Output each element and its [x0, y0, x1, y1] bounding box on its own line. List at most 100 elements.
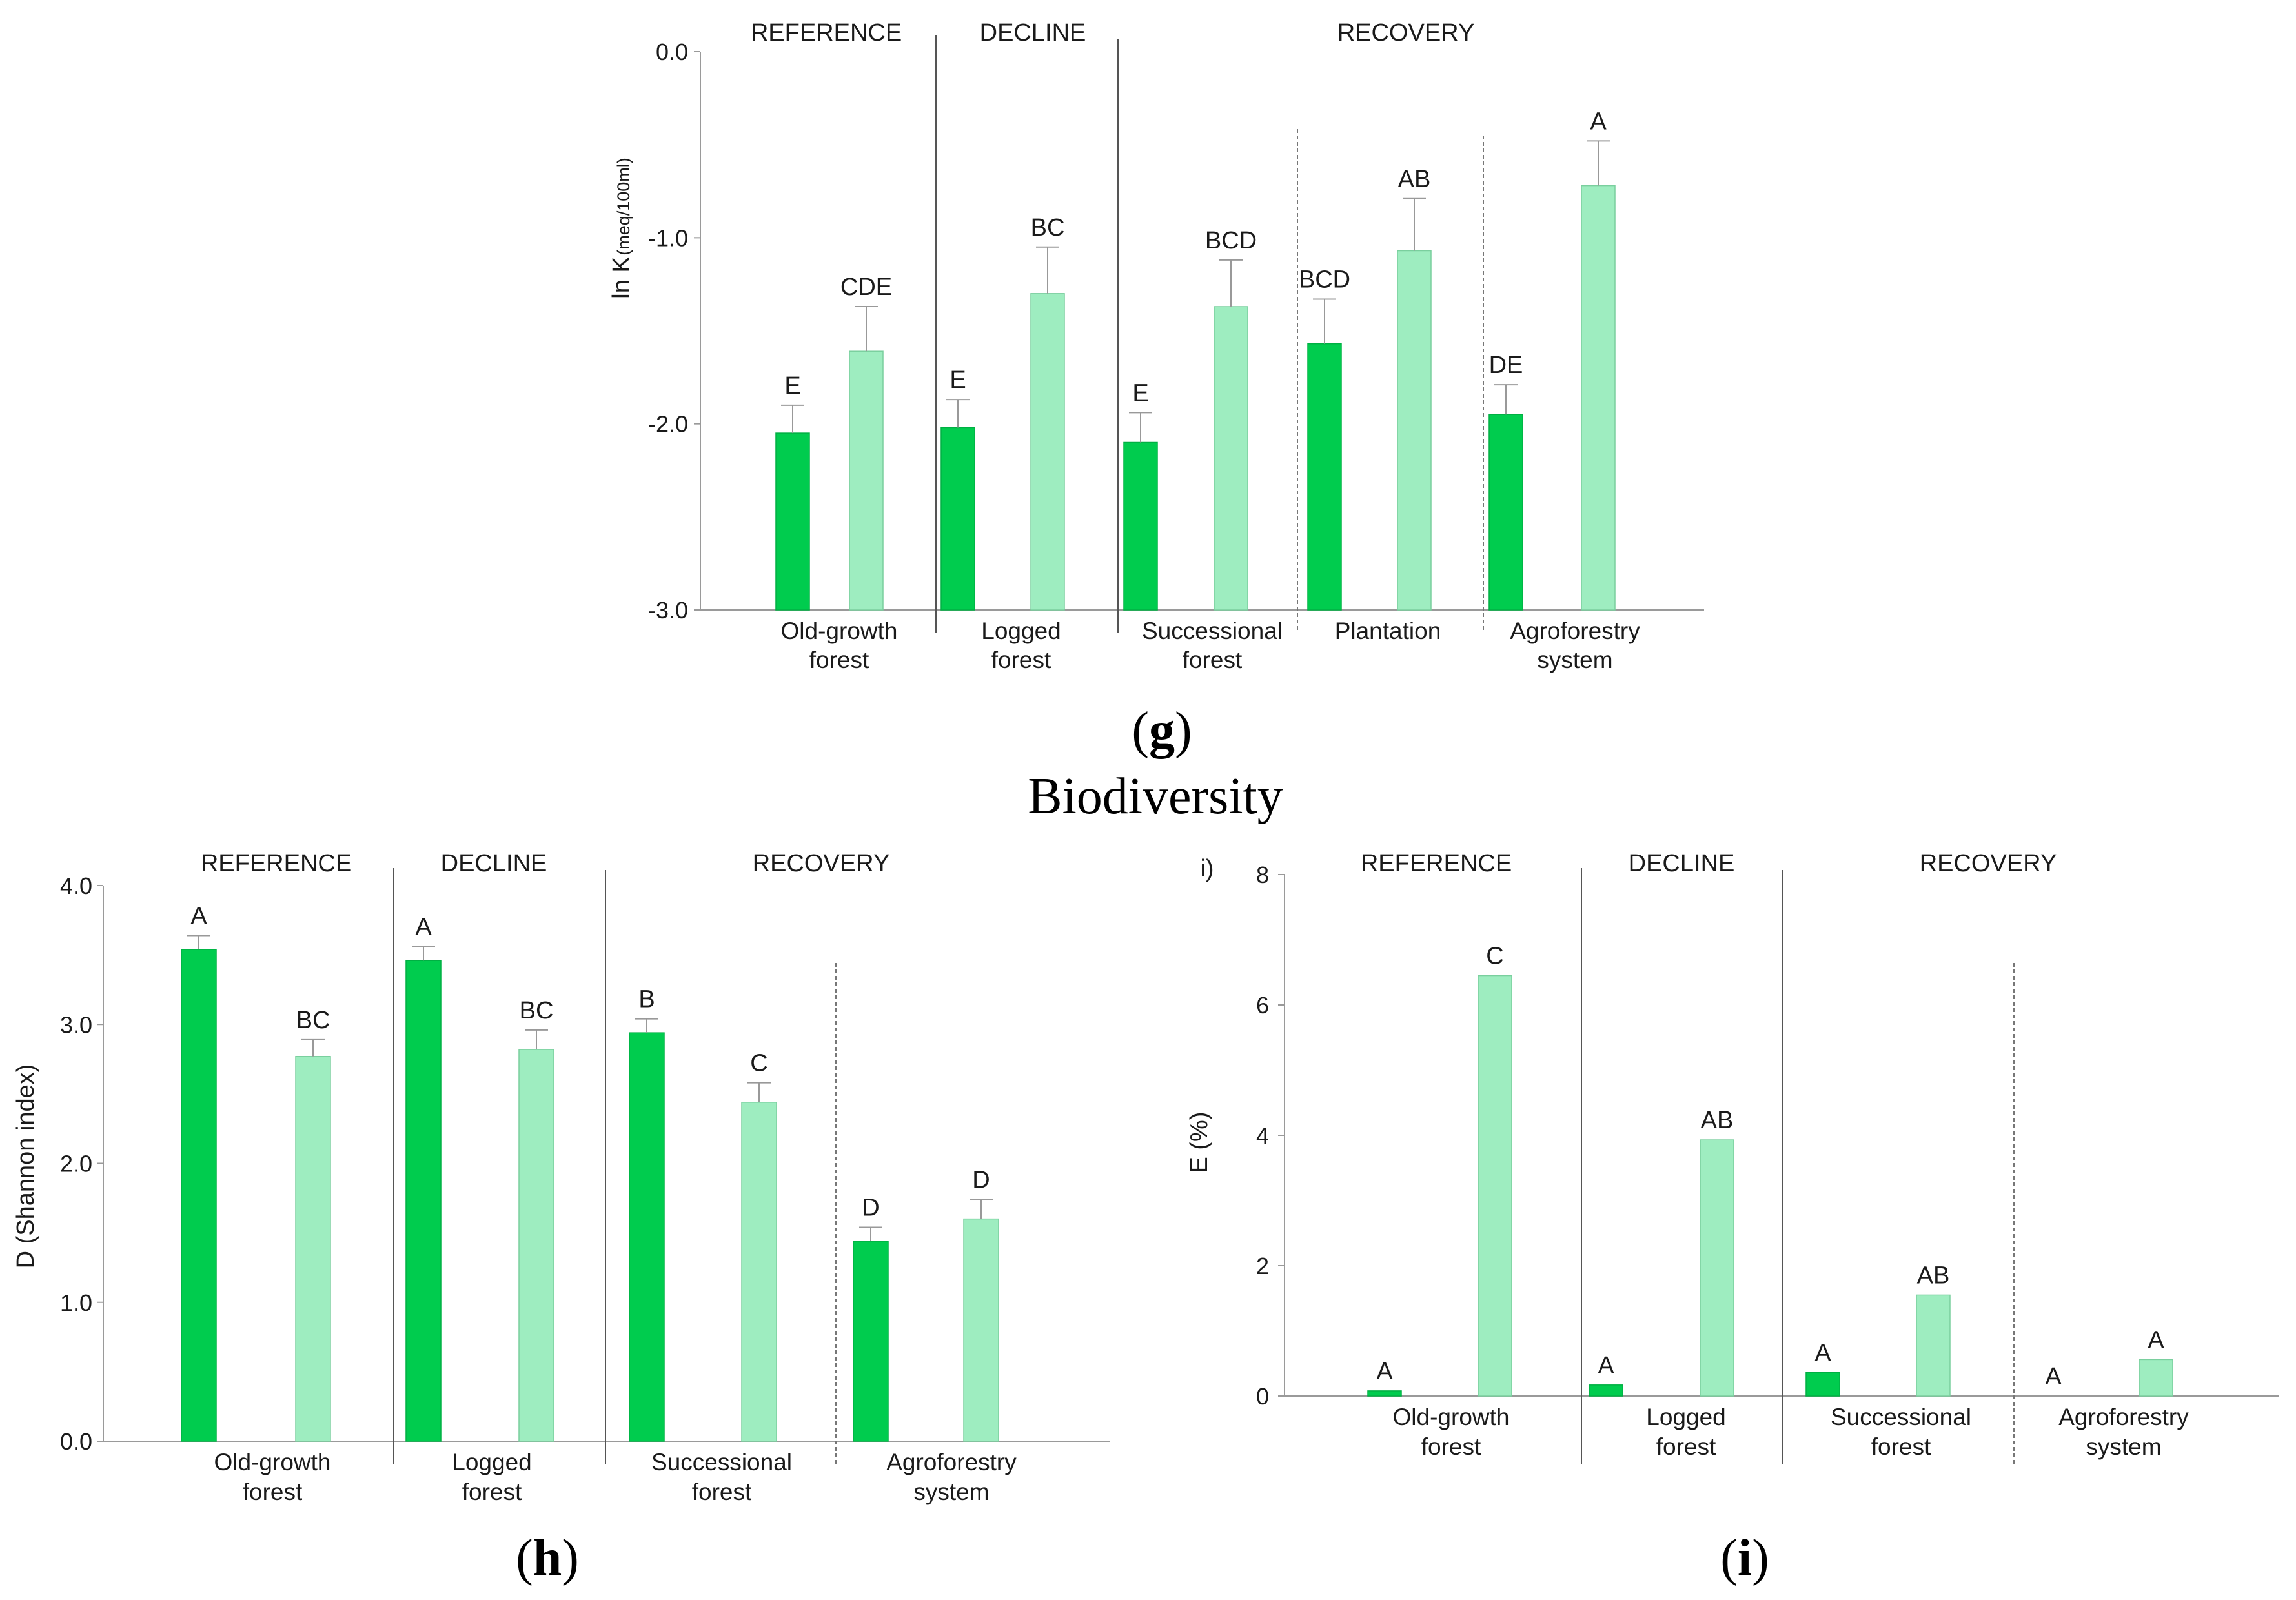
x-category-label: Old-growth: [214, 1449, 331, 1475]
bar-light-3: [963, 1218, 999, 1442]
x-category-label: forest: [243, 1479, 303, 1505]
y-axis-label: E (%): [1186, 1112, 1213, 1173]
y-tick-label: -3.0: [648, 597, 688, 623]
bar-light-0: [1478, 975, 1512, 1397]
group-header-reference: REFERENCE: [751, 19, 902, 46]
bar-light-0: [295, 1056, 331, 1442]
bar-dark-1: [940, 427, 975, 611]
significance-letter: A: [2045, 1363, 2062, 1390]
section-title: Biodiversity: [1028, 768, 1283, 825]
panel-label-close: ): [1752, 1530, 1769, 1586]
significance-letter: A: [2148, 1326, 2164, 1353]
significance-letter: A: [1598, 1352, 1614, 1379]
x-category-label: Plantation: [1335, 618, 1441, 644]
y-tick-label: 0.0: [656, 39, 688, 65]
group-header-decline: DECLINE: [441, 850, 547, 877]
bar-light-2: [1214, 306, 1248, 611]
significance-letter: E: [950, 367, 966, 394]
x-category-label: Successional: [1142, 618, 1283, 644]
significance-letter: D: [862, 1195, 879, 1222]
panel-label-g: (g): [1132, 702, 1192, 759]
bar-dark-0: [181, 949, 217, 1442]
y-tick-label: 0: [1256, 1383, 1269, 1410]
group-header-recovery: RECOVERY: [753, 850, 890, 877]
chart-panel-g: 0.0 -1.0 -2.0 -3.0 ln K(meq/100ml) REFERENCE D…: [608, 19, 1704, 759]
x-category-label: Old-growth: [1393, 1404, 1510, 1430]
significance-letter: BCD: [1299, 266, 1350, 293]
y-tick-label: 4: [1256, 1122, 1269, 1149]
group-header-recovery: RECOVERY: [1920, 850, 2057, 877]
bar-light-2: [741, 1102, 777, 1442]
y-axis-label: D (Shannon index): [12, 1064, 39, 1269]
group-header-reference: REFERENCE: [201, 850, 352, 877]
y-tick-label: 3.0: [60, 1011, 92, 1038]
panel-label-letter: h: [533, 1530, 562, 1586]
bar-dark-3: [1307, 343, 1342, 611]
y-tick-label: -1.0: [648, 225, 688, 251]
x-category-label: forest: [1421, 1433, 1481, 1460]
bar-light-1: [1700, 1139, 1734, 1397]
y-tick-label: -2.0: [648, 411, 688, 438]
x-category-label: Agroforestry: [886, 1449, 1017, 1475]
bar-dark-1: [1589, 1384, 1623, 1397]
panel-label-h: (h): [516, 1530, 579, 1586]
significance-letter: AB: [1701, 1107, 1734, 1134]
panel-label-close: ): [562, 1530, 579, 1586]
chart-panel-h: 0.0 1.0 2.0 3.0 4.0 D (Shannon index) REFERENC…: [12, 850, 1110, 1586]
significance-letter: C: [1486, 943, 1503, 970]
bar-light-0: [849, 350, 884, 611]
bar-dark-2: [629, 1032, 665, 1442]
significance-letter: B: [638, 986, 655, 1013]
x-category-label: forest: [1183, 647, 1243, 673]
y-tick-label: 4.0: [60, 873, 92, 899]
x-category-label: Agroforestry: [1510, 618, 1640, 644]
panel-label-open: (: [1132, 702, 1149, 759]
x-category-label: system: [2086, 1433, 2161, 1460]
x-category-label: Logged: [452, 1449, 531, 1475]
x-category-label: Successional: [1831, 1404, 1971, 1430]
bar-dark-0: [1367, 1390, 1402, 1397]
y-tick-label: 1.0: [60, 1290, 92, 1316]
panel-label-letter: i: [1738, 1530, 1752, 1586]
panel-label-i: (i): [1720, 1530, 1769, 1586]
bar-dark-3: [853, 1241, 889, 1442]
x-category-label: forest: [462, 1479, 522, 1505]
significance-letter: DE: [1489, 352, 1523, 379]
y-tick-label: 2.0: [60, 1151, 92, 1177]
significance-letter: E: [784, 372, 800, 400]
x-category-label: Agroforestry: [2058, 1404, 2189, 1430]
x-category-label: Logged: [1646, 1404, 1725, 1430]
y-axis-label: ln K: [608, 256, 635, 298]
x-category-label: forest: [809, 647, 869, 673]
group-header-reference: REFERENCE: [1361, 850, 1512, 877]
x-category-label: Successional: [651, 1449, 792, 1475]
bar-light-3: [2139, 1359, 2173, 1397]
bar-light-3: [1397, 250, 1432, 611]
bar-dark-2: [1805, 1372, 1840, 1397]
x-category-label: system: [1537, 647, 1612, 673]
bar-light-1: [518, 1049, 554, 1442]
bar-dark-1: [405, 960, 442, 1442]
y-tick-label: 0.0: [60, 1428, 92, 1455]
x-category-label: forest: [1871, 1433, 1931, 1460]
y-tick-label: 6: [1256, 992, 1269, 1018]
significance-letter: BC: [296, 1007, 330, 1034]
significance-letter: A: [1590, 108, 1607, 135]
x-category-label: Logged: [981, 618, 1061, 644]
significance-letter: A: [1814, 1340, 1831, 1367]
bar-dark-0: [775, 432, 810, 611]
significance-letter: E: [1132, 380, 1148, 407]
significance-letter: BC: [1031, 214, 1065, 241]
panel-label-close: ): [1175, 702, 1192, 759]
panel-label-open: (: [1720, 1530, 1738, 1586]
y-tick-label: 2: [1256, 1253, 1269, 1279]
panel-label-open: (: [516, 1530, 533, 1586]
significance-letter: AB: [1917, 1262, 1950, 1289]
x-category-label: forest: [991, 647, 1051, 673]
significance-letter: A: [190, 902, 207, 929]
x-category-label: forest: [692, 1479, 752, 1505]
x-category-label: forest: [1656, 1433, 1716, 1460]
group-header-recovery: RECOVERY: [1337, 19, 1475, 46]
